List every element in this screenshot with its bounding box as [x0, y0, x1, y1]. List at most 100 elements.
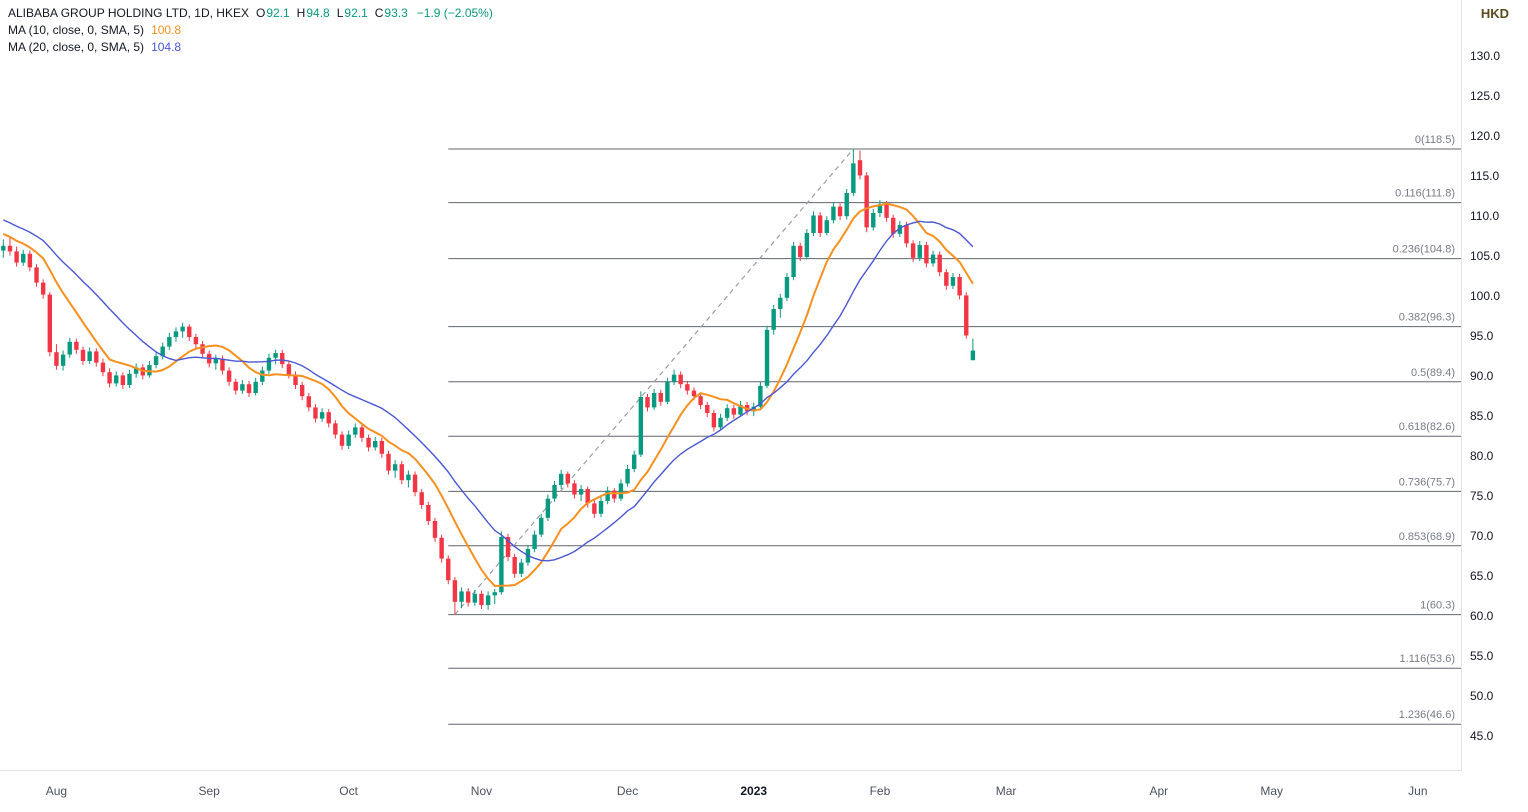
candle-body [419, 492, 424, 505]
candle-body [273, 353, 278, 358]
ma20-legend-row[interactable]: MA (20, close, 0, SMA, 5) 104.8 [8, 39, 493, 56]
ma20-line[interactable] [3, 219, 974, 562]
candle-body [532, 534, 537, 549]
ma10-value: 100.8 [151, 23, 182, 37]
candle-body [213, 358, 219, 364]
candle-body [74, 341, 79, 350]
candle-body [884, 204, 889, 218]
candle-body [691, 390, 697, 397]
candle-body [565, 473, 570, 484]
candle-body [459, 591, 464, 602]
symbol-legend-row[interactable]: ALIBABA GROUP HOLDING LTD, 1D, HKEX O92.1… [8, 5, 493, 22]
candle-body [446, 558, 451, 581]
candle-body [651, 393, 657, 408]
fib-level-label: 1(60.3) [1420, 600, 1455, 612]
candle-body [412, 474, 418, 493]
candle-body [299, 385, 305, 397]
price-tick-label: 95.0 [1470, 329, 1494, 343]
fib-level-label: 0.116(111.8) [1395, 188, 1455, 200]
candle-body [27, 253, 33, 268]
time-tick-label: Sep [198, 784, 220, 798]
candle-body [519, 562, 524, 574]
high-value: 94.8 [306, 6, 330, 20]
ma10-line[interactable] [2, 202, 974, 587]
candle-body [353, 427, 358, 435]
price-axis[interactable]: HKD 130.0 125.0 120.0 115.0 110.0 105.0 100.0 9… [1462, 0, 1528, 770]
candle-body [837, 206, 843, 217]
candle-body [645, 397, 650, 408]
candle-body [791, 245, 796, 277]
candle-body [671, 374, 677, 382]
time-tick-label: Mar [995, 784, 1017, 798]
candle-body [306, 396, 312, 408]
candle-body [891, 217, 896, 234]
candle-body [964, 295, 969, 336]
fib-layer[interactable]: 0(118.5) 0.116(111.8) 0.236(104.8) 0.382(96… [448, 134, 1461, 725]
candle-body [632, 454, 637, 469]
candle-body [505, 537, 511, 557]
candle-body [499, 537, 504, 593]
price-tick-label: 105.0 [1470, 249, 1501, 263]
price-tick-label: 125.0 [1470, 89, 1501, 103]
candle-body [266, 357, 272, 371]
time-axis[interactable]: Aug Sep Oct Nov Dec 2023 Feb Mar Apr May Jun [0, 771, 1528, 812]
candle-body [539, 517, 544, 535]
ma10-label: MA (10, close, 0, SMA, 5) [8, 23, 145, 37]
candle-body [578, 489, 584, 495]
price-tick-label: 60.0 [1470, 609, 1494, 623]
price-tick-label: 110.0 [1470, 209, 1500, 223]
candle-body [698, 396, 703, 405]
candle-body [465, 591, 471, 603]
candle-body [127, 373, 132, 385]
candle-body [319, 412, 325, 419]
candle-body [479, 593, 484, 605]
candlestick-chart[interactable]: 0(118.5) 0.116(111.8) 0.236(104.8) 0.382(96… [0, 0, 1461, 770]
candle-body [558, 473, 564, 485]
candle-body [924, 245, 929, 264]
candle-body [711, 413, 717, 428]
candle-body [120, 375, 126, 385]
candle-body [724, 408, 730, 418]
fib-level-label: 0.5(89.4) [1411, 367, 1455, 379]
candle-body [67, 341, 72, 355]
candle-body [758, 385, 763, 407]
candle-body [585, 489, 590, 504]
close-pair: C93.3 [374, 6, 408, 20]
price-tick-label: 75.0 [1470, 489, 1494, 503]
trend-line[interactable] [454, 148, 854, 615]
candles-layer [1, 149, 976, 615]
candle-body [512, 557, 517, 574]
time-tick-label: Oct [339, 784, 358, 798]
change-value: −1.9 (−2.05%) [416, 6, 493, 20]
candle-body [592, 503, 597, 514]
candle-body [917, 245, 922, 258]
fib-level-label: 0.853(68.9) [1399, 531, 1455, 543]
fib-level-label: 0(118.5) [1415, 134, 1455, 146]
candle-body [180, 326, 185, 332]
close-value: 93.3 [384, 6, 408, 20]
candle-body [705, 405, 710, 413]
candle-body [253, 381, 258, 393]
candle-body [944, 272, 949, 286]
candle-body [246, 384, 252, 393]
candle-body [153, 356, 159, 365]
candle-body [14, 251, 19, 263]
candle-body [492, 592, 497, 596]
candle-body [100, 362, 106, 373]
candle-body [293, 374, 298, 385]
ma10-legend-row[interactable]: MA (10, close, 0, SMA, 5) 100.8 [8, 22, 493, 39]
candle-body [950, 277, 956, 286]
symbol-title[interactable]: ALIBABA GROUP HOLDING LTD, 1D, HKEX [8, 6, 249, 20]
candle-body [605, 490, 610, 501]
candle-body [339, 434, 345, 446]
price-tick-label: 55.0 [1470, 649, 1494, 663]
price-tick-label: 130.0 [1470, 49, 1501, 63]
time-tick-label: Aug [45, 784, 68, 798]
candle-body [798, 245, 803, 257]
candle-body [94, 351, 99, 363]
fib-level-label: 1.116(53.6) [1400, 653, 1455, 665]
candle-body [784, 277, 790, 298]
price-tick-label: 50.0 [1470, 689, 1494, 703]
candle-body [910, 243, 916, 258]
